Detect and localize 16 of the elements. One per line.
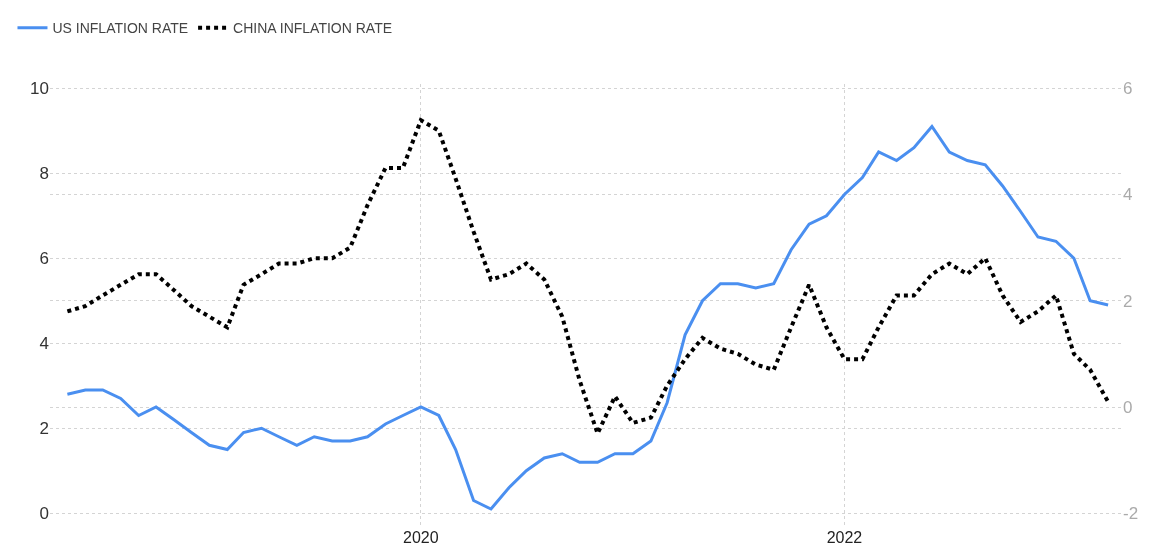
x-tick-label: 2020 xyxy=(403,529,439,546)
y-tick-label: 0 xyxy=(39,504,49,524)
y-tick-label: 2 xyxy=(39,419,49,439)
y2-tick-label: 6 xyxy=(1123,79,1133,99)
line-series xyxy=(65,125,1110,511)
y2-tick-label: -2 xyxy=(1123,504,1139,524)
y2-tick-label: 4 xyxy=(1123,185,1133,205)
legend-label: US INFLATION RATE xyxy=(52,20,189,37)
legend-label: CHINA INFLATION RATE xyxy=(233,20,393,37)
y-tick-label: 4 xyxy=(39,334,49,354)
y-tick-label: 8 xyxy=(39,164,49,184)
y2-tick-label: 2 xyxy=(1123,291,1133,311)
y2-tick-label: 0 xyxy=(1123,397,1133,417)
y-tick-label: 10 xyxy=(30,79,49,99)
y-tick-label: 6 xyxy=(39,249,49,269)
x-tick-label: 2022 xyxy=(826,529,863,546)
